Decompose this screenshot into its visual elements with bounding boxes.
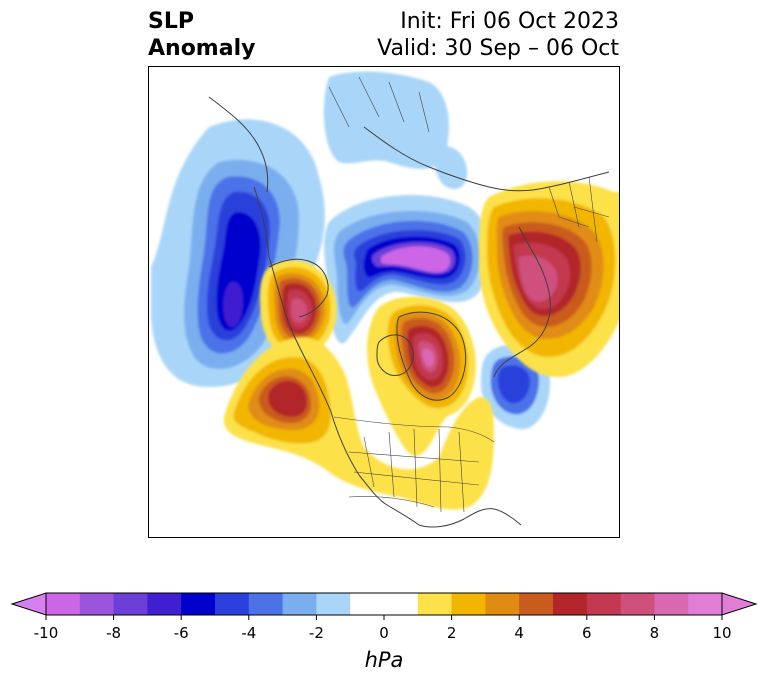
colorbar: -10 -8 -6 -4 -2 0 2 4 6 8 10 hPa: [10, 592, 758, 672]
colorbar-tick-label: 10: [712, 624, 731, 642]
pacific-ridge: [223, 336, 494, 510]
colorbar-cell: [417, 593, 453, 615]
title-variable: SLP: [148, 9, 194, 34]
colorbar-cell: [620, 593, 655, 615]
colorbar-cell: [113, 593, 148, 615]
colorbar-tick-label: 4: [514, 624, 524, 642]
colorbar-extend-high: [721, 592, 758, 616]
colorbar-cell: [485, 593, 520, 615]
europe-coast: [493, 226, 551, 378]
colorbar-cell: [181, 593, 216, 615]
colorbar-tick-label: 0: [379, 624, 389, 642]
colorbar-tick-label: 8: [650, 624, 660, 642]
colorbar-ticks: -10 -8 -6 -4 -2 0 2 4 6 8 10: [34, 615, 732, 642]
us-canada-border: [333, 416, 495, 443]
colorbar-extend-low: [10, 592, 47, 616]
title-field: Anomaly: [148, 36, 256, 61]
colorbar-tick-label: -4: [241, 624, 256, 642]
contour-plus-7e: [518, 255, 558, 302]
colorbar-cell: [350, 593, 419, 615]
borders: [328, 76, 610, 513]
map-panel: [148, 66, 620, 538]
colorbar-cell: [46, 593, 81, 615]
colorbar-cell: [586, 593, 622, 615]
colorbar-cell: [215, 593, 250, 615]
greenland-ridge: [380, 298, 476, 417]
eurasia-ridge: [479, 181, 619, 377]
eurasia-coast: [363, 126, 610, 192]
colorbar-cell: [688, 593, 723, 615]
colorbar-cells: [46, 593, 723, 615]
arctic-trough: [324, 195, 490, 344]
colorbar-tick-label: 2: [447, 624, 457, 642]
colorbar-cell: [553, 593, 588, 615]
contour-minus-5e: [497, 365, 531, 404]
greenland-coast: [396, 311, 467, 401]
coastlines: [208, 96, 610, 528]
us-mexico-border: [348, 496, 435, 508]
colorbar-tick-label: -2: [309, 624, 324, 642]
contour-minus-9b: [381, 246, 451, 273]
colorbar-cell: [316, 593, 351, 615]
contour-minus-1d: [434, 146, 468, 189]
colorbar-cell: [451, 593, 486, 615]
anomaly-map: [151, 71, 619, 528]
alaska-coast: [268, 258, 329, 318]
colorbar-tick-label: -8: [106, 624, 121, 642]
init-date: Init: Fri 06 Oct 2023: [400, 9, 619, 34]
asia-pacific-coast: [208, 96, 269, 193]
state-lines: [348, 428, 480, 513]
contour-plus-7a: [291, 298, 307, 324]
colorbar-cell: [654, 593, 689, 615]
colorbar-cell: [282, 593, 317, 615]
colorbar-cell: [248, 593, 284, 615]
north-america-coast: [253, 186, 522, 528]
colorbar-cell: [519, 593, 554, 615]
asia-borders: [328, 76, 430, 133]
colorbar-tick-label: -6: [174, 624, 189, 642]
colorbar-tick-label: -10: [34, 624, 59, 642]
contour-plus-8d: [422, 348, 435, 367]
colorbar-cell: [147, 593, 182, 615]
valid-range: Valid: 30 Sep – 06 Oct: [377, 36, 619, 61]
title-right: Init: Fri 06 Oct 2023 Valid: 30 Sep – 06…: [377, 8, 619, 62]
northern-negative: [323, 71, 468, 189]
title-left: SLP Anomaly: [148, 8, 255, 62]
colorbar-cell: [79, 593, 115, 615]
alaska-ridge: [259, 260, 337, 358]
europe-borders: [548, 176, 610, 243]
contour-plus-5b: [268, 380, 307, 417]
contour-minus-6: [223, 281, 243, 328]
colorbar-unit: hPa: [365, 648, 404, 672]
contour-minus-1c: [323, 71, 449, 169]
hudson-bay: [376, 334, 414, 376]
colorbar-tick-label: 6: [582, 624, 592, 642]
